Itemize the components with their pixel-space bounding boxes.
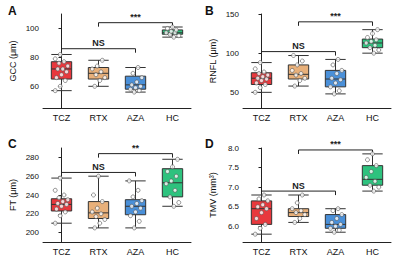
svg-text:50: 50 xyxy=(230,88,239,97)
svg-text:NS: NS xyxy=(292,41,305,51)
svg-text:6.0: 6.0 xyxy=(228,222,240,231)
svg-text:HC: HC xyxy=(366,247,379,257)
svg-text:100: 100 xyxy=(26,24,40,33)
svg-text:AZA: AZA xyxy=(327,247,345,257)
svg-text:280: 280 xyxy=(26,153,40,162)
svg-text:AZA: AZA xyxy=(327,113,345,123)
svg-text:AZA: AZA xyxy=(127,247,145,257)
svg-text:HC: HC xyxy=(366,113,379,123)
svg-text:GCC (μm): GCC (μm) xyxy=(8,40,18,81)
svg-text:A: A xyxy=(8,4,17,18)
svg-text:260: 260 xyxy=(26,172,40,181)
svg-text:FT (μm): FT (μm) xyxy=(8,179,18,211)
svg-text:RTX: RTX xyxy=(290,247,308,257)
svg-text:RTX: RTX xyxy=(90,113,108,123)
svg-text:***: *** xyxy=(330,11,341,21)
svg-text:TCZ: TCZ xyxy=(253,247,271,257)
svg-text:60: 60 xyxy=(30,82,39,91)
svg-text:**: ** xyxy=(132,143,140,153)
svg-text:B: B xyxy=(205,4,214,18)
svg-text:80: 80 xyxy=(30,53,39,62)
svg-text:NS: NS xyxy=(92,38,105,48)
svg-text:7.5: 7.5 xyxy=(228,163,240,172)
svg-text:NS: NS xyxy=(92,162,105,172)
svg-text:150: 150 xyxy=(226,10,240,19)
svg-text:***: *** xyxy=(130,12,141,22)
svg-text:D: D xyxy=(205,137,214,151)
svg-text:AZA: AZA xyxy=(127,113,145,123)
svg-text:200: 200 xyxy=(26,228,40,237)
svg-text:100: 100 xyxy=(226,49,240,58)
svg-text:HC: HC xyxy=(166,247,179,257)
svg-text:NS: NS xyxy=(292,181,305,191)
svg-text:7.0: 7.0 xyxy=(228,183,240,192)
svg-text:6.5: 6.5 xyxy=(228,202,240,211)
svg-text:TCZ: TCZ xyxy=(53,113,71,123)
svg-text:RTX: RTX xyxy=(290,113,308,123)
svg-text:C: C xyxy=(8,137,17,151)
svg-text:TCZ: TCZ xyxy=(253,113,271,123)
svg-text:***: *** xyxy=(330,139,341,149)
svg-text:220: 220 xyxy=(26,209,40,218)
svg-text:RTX: RTX xyxy=(90,247,108,257)
svg-text:HC: HC xyxy=(166,113,179,123)
svg-text:RNFL (μm): RNFL (μm) xyxy=(208,39,218,83)
svg-text:TMV (mm³): TMV (mm³) xyxy=(208,172,218,217)
svg-text:TCZ: TCZ xyxy=(53,247,71,257)
svg-text:8.0: 8.0 xyxy=(228,144,240,153)
svg-text:240: 240 xyxy=(26,191,40,200)
